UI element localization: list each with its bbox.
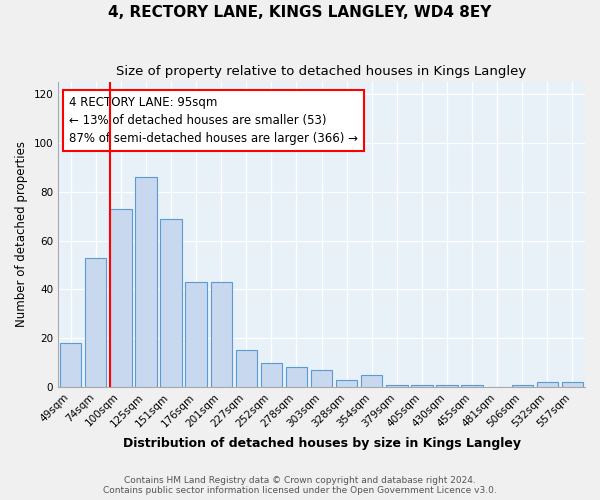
Bar — [336, 380, 358, 387]
Bar — [136, 177, 157, 387]
Bar — [286, 368, 307, 387]
Bar — [512, 384, 533, 387]
Bar — [85, 258, 106, 387]
Bar — [386, 384, 407, 387]
Bar — [236, 350, 257, 387]
Text: 4 RECTORY LANE: 95sqm
← 13% of detached houses are smaller (53)
87% of semi-deta: 4 RECTORY LANE: 95sqm ← 13% of detached … — [69, 96, 358, 144]
X-axis label: Distribution of detached houses by size in Kings Langley: Distribution of detached houses by size … — [122, 437, 521, 450]
Bar — [411, 384, 433, 387]
Bar — [436, 384, 458, 387]
Title: Size of property relative to detached houses in Kings Langley: Size of property relative to detached ho… — [116, 65, 527, 78]
Bar — [261, 362, 282, 387]
Text: 4, RECTORY LANE, KINGS LANGLEY, WD4 8EY: 4, RECTORY LANE, KINGS LANGLEY, WD4 8EY — [109, 5, 491, 20]
Bar — [160, 218, 182, 387]
Bar — [311, 370, 332, 387]
Bar — [461, 384, 483, 387]
Bar — [185, 282, 207, 387]
Bar — [537, 382, 558, 387]
Text: Contains HM Land Registry data © Crown copyright and database right 2024.
Contai: Contains HM Land Registry data © Crown c… — [103, 476, 497, 495]
Bar — [361, 374, 382, 387]
Bar — [211, 282, 232, 387]
Bar — [110, 209, 131, 387]
Bar — [562, 382, 583, 387]
Bar — [60, 343, 82, 387]
Y-axis label: Number of detached properties: Number of detached properties — [15, 142, 28, 328]
